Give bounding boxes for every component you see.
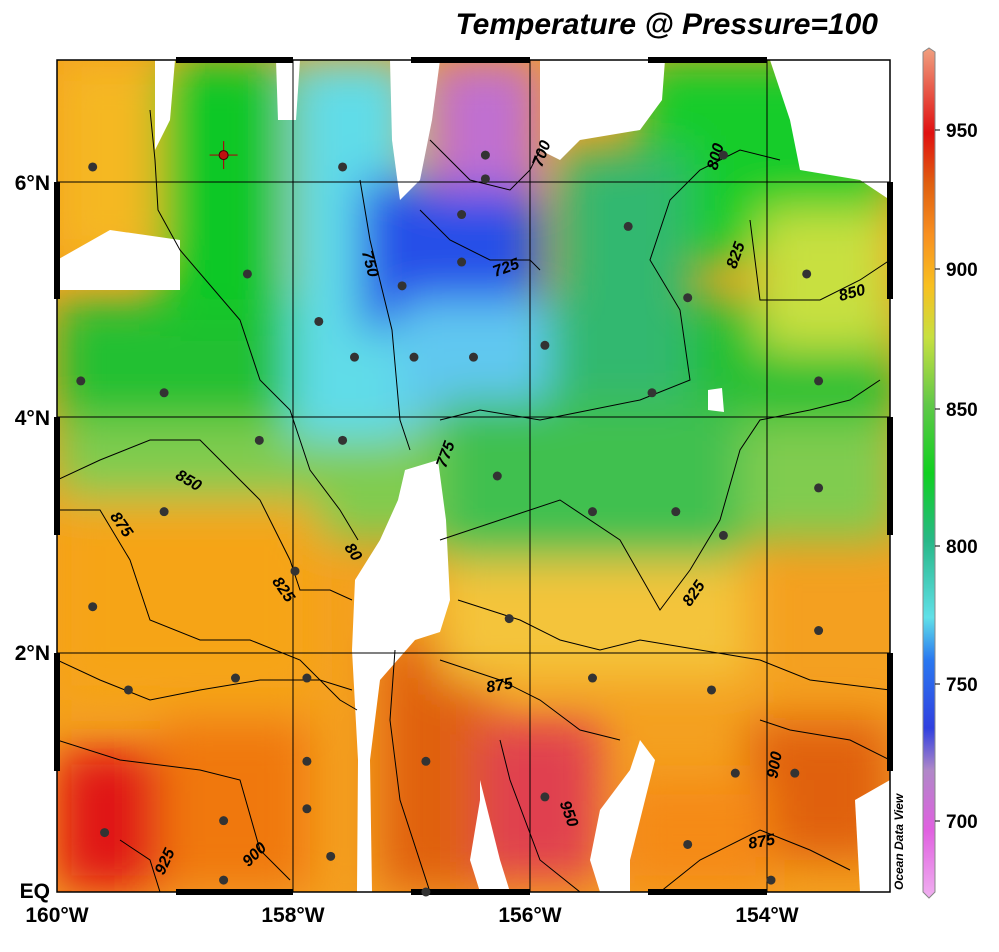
- station-dot: [88, 602, 98, 612]
- station-dot: [623, 221, 633, 231]
- colorbar-tick-label: 900: [946, 260, 978, 281]
- contour-label-850-ne: 850: [837, 282, 867, 305]
- contour-label-900-e: 900: [764, 750, 785, 779]
- station-dot: [480, 174, 490, 184]
- station-dot: [647, 388, 657, 398]
- station-markers: [76, 150, 824, 897]
- station-dot: [409, 352, 419, 362]
- selected-station-dot[interactable]: [218, 150, 229, 161]
- contour-label-875-se: 875: [747, 831, 777, 853]
- station-dot: [219, 816, 229, 826]
- station-dot: [540, 340, 550, 350]
- colorbar-tick-label: 850: [946, 400, 978, 421]
- station-dot: [242, 269, 252, 279]
- station-dot: [480, 150, 490, 160]
- x-tick-label: 154°W: [735, 904, 798, 927]
- station-dot: [123, 685, 133, 695]
- station-dot: [302, 756, 312, 766]
- station-dot: [588, 673, 597, 683]
- station-dot: [718, 150, 728, 160]
- station-dot: [76, 376, 86, 386]
- station-dot: [421, 887, 431, 897]
- contour-label-875-c: 875: [485, 675, 515, 697]
- station-dot: [159, 388, 169, 398]
- station-dot: [457, 257, 467, 267]
- station-dot: [683, 293, 693, 303]
- map-title: Temperature @ Pressure=100: [455, 8, 878, 41]
- station-dot: [338, 162, 348, 172]
- ocean-data-view-credit: Ocean Data View: [892, 793, 906, 890]
- contour-lines: [57, 109, 890, 892]
- station-dot: [718, 530, 728, 540]
- station-dot: [540, 792, 550, 802]
- station-dot: [814, 376, 824, 386]
- temperature-field: [57, 60, 890, 892]
- colorbar-tick-label: 750: [946, 675, 978, 696]
- station-dot: [88, 162, 98, 172]
- station-dot: [350, 352, 359, 362]
- station-dot: [314, 316, 324, 326]
- station-dot: [814, 626, 824, 636]
- station-dot: [766, 875, 776, 885]
- station-dot: [302, 804, 312, 814]
- station-dot: [504, 614, 514, 624]
- station-dot: [421, 756, 431, 766]
- station-dot: [492, 471, 502, 481]
- station-dot: [231, 673, 240, 683]
- y-tick-label: 4°N: [15, 407, 50, 430]
- colorbar: 950 900 850 800 750 700: [922, 47, 978, 899]
- station-dot: [683, 839, 693, 849]
- map-frame: [54, 57, 893, 895]
- station-dot: [814, 483, 824, 493]
- y-axis-ticks: EQ 2°N 4°N 6°N: [15, 172, 50, 903]
- x-tick-label: 160°W: [25, 904, 88, 927]
- station-dot: [707, 685, 716, 695]
- colorbar-tick-label: 950: [946, 121, 978, 142]
- selected-station-marker[interactable]: [209, 141, 238, 170]
- station-dot: [302, 673, 312, 683]
- colorbar-tick-label: 800: [946, 537, 978, 558]
- station-dot: [159, 507, 169, 517]
- contour-label-800: 800: [704, 142, 727, 172]
- station-dot: [730, 768, 740, 778]
- y-tick-label: 6°N: [15, 172, 50, 195]
- station-dot: [254, 435, 264, 445]
- station-dot: [457, 210, 467, 220]
- x-axis-ticks: 160°W 158°W 156°W 154°W: [25, 904, 798, 927]
- y-tick-label: 2°N: [15, 642, 50, 665]
- station-dot: [397, 281, 407, 291]
- station-dot: [326, 851, 336, 861]
- station-dot: [219, 875, 229, 885]
- x-tick-label: 156°W: [498, 904, 561, 927]
- station-dot: [290, 566, 300, 576]
- station-dot: [802, 269, 812, 279]
- station-dot: [588, 507, 597, 517]
- x-tick-label: 158°W: [261, 904, 324, 927]
- colorbar-tick-label: 700: [946, 812, 978, 833]
- y-tick-label: EQ: [20, 880, 50, 903]
- contour-label-750: 750: [358, 249, 381, 279]
- station-dot: [671, 507, 681, 517]
- station-dot: [338, 435, 348, 445]
- station-dot: [469, 352, 478, 362]
- graticule: [57, 60, 890, 892]
- station-dot: [100, 828, 110, 838]
- station-dot: [790, 768, 800, 778]
